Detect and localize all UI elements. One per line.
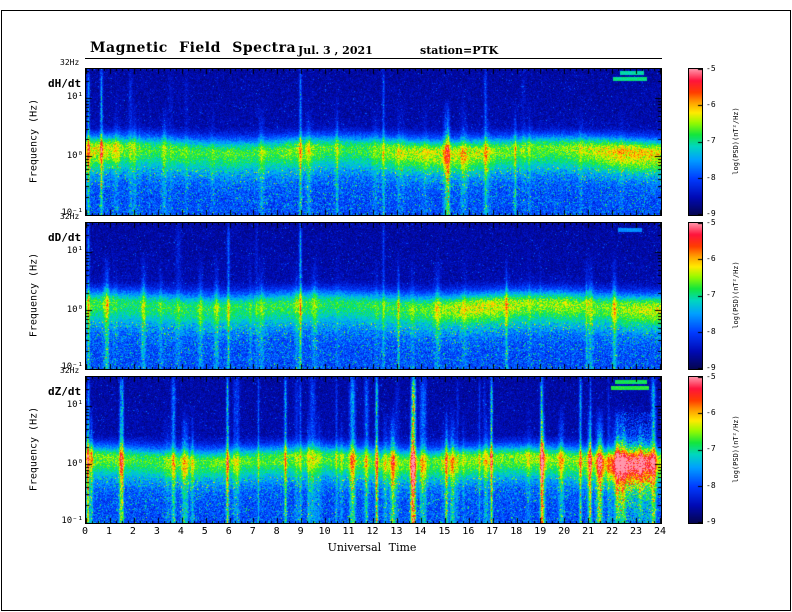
colorbar-title: log(PSD)(nT²/Hz)	[732, 415, 740, 483]
x-tick-label: 0	[81, 526, 89, 537]
x-tick-label: 9	[297, 526, 304, 537]
colorbar-tick-label: -5	[706, 372, 716, 381]
title-underline	[85, 58, 662, 59]
plot-title: Magnetic Field Spectra	[90, 40, 297, 56]
panel-title-dzdt: dZ/dt	[48, 385, 82, 398]
panel-title-dddt: dD/dt	[48, 231, 82, 244]
plot-outer-frame	[1, 10, 791, 611]
x-tick-label: 21	[582, 526, 595, 537]
x-tick-label: 14	[414, 526, 427, 537]
colorbar-tick-label: -9	[706, 363, 716, 372]
y-axis-top-tick-label: 32Hz	[60, 366, 80, 375]
x-tick-label: 20	[558, 526, 571, 537]
colorbar-dzdt	[688, 376, 703, 524]
colorbar-tick-label: -5	[706, 64, 716, 73]
x-tick-label: 16	[462, 526, 475, 537]
x-tick-label: 8	[273, 526, 280, 537]
colorbar-dddt	[688, 222, 703, 370]
x-tick-label: 10	[318, 526, 331, 537]
x-tick-label: 1	[105, 526, 112, 537]
colorbar-canvas	[689, 69, 702, 215]
colorbar-tick-label: -8	[706, 327, 716, 336]
x-tick-label: 17	[486, 526, 499, 537]
colorbar-canvas	[689, 223, 702, 369]
spectrogram-plot-dhdt	[85, 68, 662, 216]
colorbar-tick-label: -6	[706, 408, 716, 417]
colorbar-title: log(PSD)(nT²/Hz)	[732, 261, 740, 329]
y-tick-label: 10⁰	[66, 151, 83, 161]
y-tick-label: 10⁻¹	[61, 208, 83, 218]
y-tick-label: 10⁻¹	[61, 516, 83, 526]
panel-row-dzdt: 32Hz dZ/dt Frequency (Hz) 10¹ 10⁰ 10⁻¹ -…	[0, 366, 792, 526]
x-tick-label: 5	[201, 526, 208, 537]
y-axis-title: Frequency (Hz)	[28, 98, 40, 184]
colorbar-dhdt	[688, 68, 703, 216]
colorbar-tick-label: -5	[706, 218, 716, 227]
x-tick-label: 22	[606, 526, 619, 537]
x-tick-label: 2	[129, 526, 136, 537]
x-tick-label: 6	[225, 526, 232, 537]
colorbar-tick-label: -8	[706, 173, 716, 182]
y-axis-title: Frequency (Hz)	[28, 406, 40, 492]
y-tick-label: 10⁻¹	[61, 362, 83, 372]
x-tick-label: 24	[653, 526, 667, 537]
colorbar-tick-label: -6	[706, 100, 716, 109]
panel-row-dhdt: 32Hz dH/dt Frequency (Hz) 10¹ 10⁰ 10⁻¹ -…	[0, 58, 792, 218]
spectrogram-plot-dddt	[85, 222, 662, 370]
spectrogram-plot-dzdt	[85, 376, 662, 524]
colorbar-tick-label: -9	[706, 517, 716, 526]
x-tick-label: 13	[390, 526, 403, 537]
y-tick-label: 10⁰	[66, 459, 83, 469]
colorbar-tick-label: -8	[706, 481, 716, 490]
x-tick-label: 12	[366, 526, 379, 537]
colorbar-tick-label: -7	[706, 444, 716, 453]
x-tick-label: 7	[249, 526, 256, 537]
spectrogram-canvas-dddt	[86, 223, 661, 369]
spectrogram-canvas-dzdt	[86, 377, 661, 523]
x-tick-label: 15	[438, 526, 451, 537]
panel-title-dhdt: dH/dt	[48, 77, 82, 90]
y-axis-top-tick-label: 32Hz	[60, 212, 80, 221]
x-axis-title: Universal Time	[327, 541, 417, 554]
colorbar-canvas	[689, 377, 702, 523]
station-label: station=PTK	[420, 44, 499, 57]
x-tick-label: 11	[342, 526, 355, 537]
plot-date: Jul. 3 , 2021	[298, 44, 373, 57]
colorbar-tick-label: -7	[706, 136, 716, 145]
x-tick-label: 18	[510, 526, 523, 537]
colorbar-title: log(PSD)(nT²/Hz)	[732, 107, 740, 175]
y-axis-title: Frequency (Hz)	[28, 252, 40, 338]
y-tick-label: 10¹	[66, 92, 83, 102]
x-tick-label: 23	[630, 526, 643, 537]
y-tick-label: 10¹	[66, 400, 83, 410]
colorbar-tick-label: -6	[706, 254, 716, 263]
colorbar-tick-label: -9	[706, 209, 716, 218]
colorbar-tick-label: -7	[706, 290, 716, 299]
y-tick-label: 10¹	[66, 246, 83, 256]
y-axis-top-tick-label: 32Hz	[60, 58, 80, 67]
x-tick-label: 3	[153, 526, 160, 537]
x-tick-label: 19	[534, 526, 547, 537]
y-tick-label: 10⁰	[66, 305, 83, 315]
x-tick-label: 4	[177, 526, 184, 537]
spectrogram-canvas-dhdt	[86, 69, 661, 215]
panel-row-dddt: 32Hz dD/dt Frequency (Hz) 10¹ 10⁰ 10⁻¹ -…	[0, 212, 792, 372]
